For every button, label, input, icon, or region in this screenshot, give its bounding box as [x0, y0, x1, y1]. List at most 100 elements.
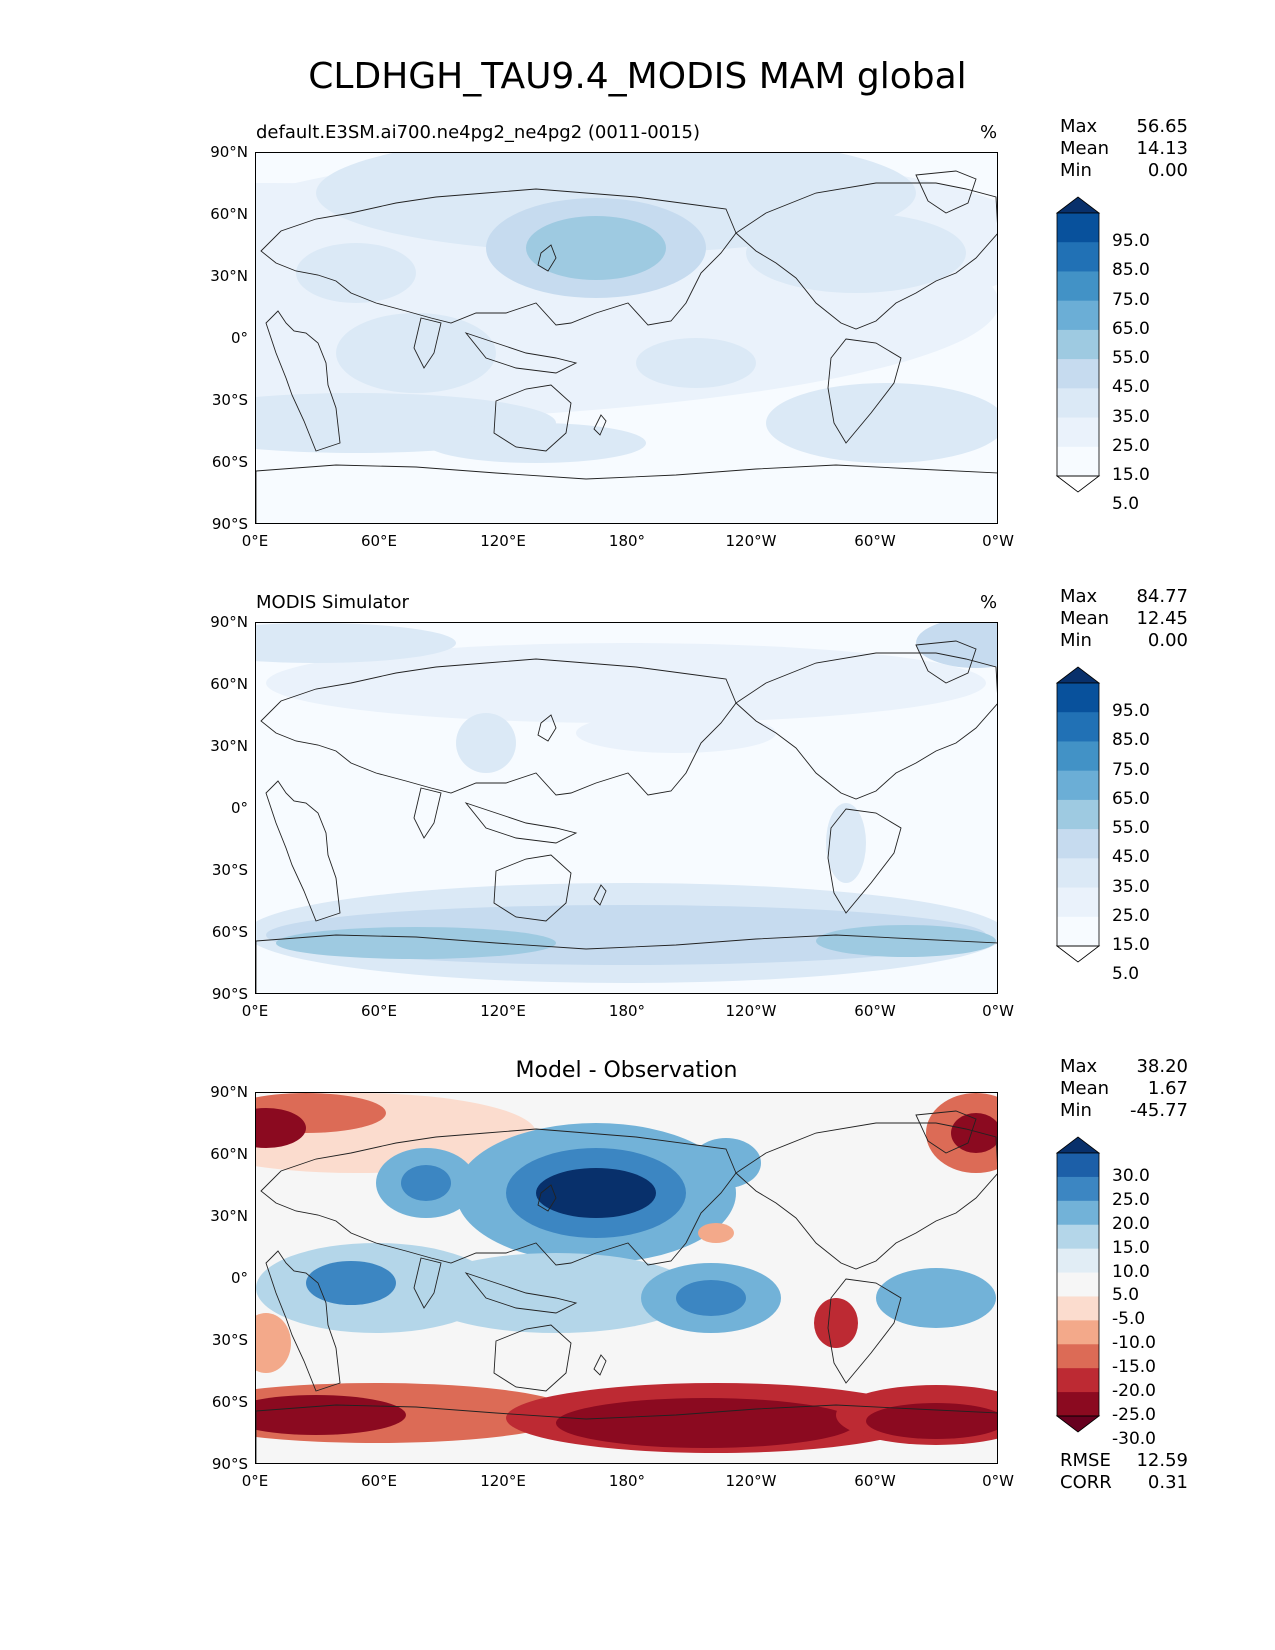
coastline: [593, 414, 607, 436]
colorbar-segment: [1057, 300, 1099, 331]
stat-value: 0.31: [1147, 1472, 1188, 1493]
panel-units-label: %: [980, 592, 998, 613]
stat-row: Mean 12.45: [1060, 608, 1188, 630]
colorbar-tick-label: 10.0: [1112, 1261, 1150, 1282]
coastline: [413, 787, 442, 839]
colorbar-tick-label: 5.0: [1112, 964, 1140, 985]
contour-region: [698, 1223, 734, 1243]
contour-region: [401, 1165, 451, 1201]
colorbar-extend-max: [1055, 666, 1101, 684]
contour-region: [951, 1113, 997, 1153]
lat-tick-label: 60°S: [211, 1393, 248, 1411]
contour-map-svg: [256, 1093, 997, 1463]
colorbar-tick-label: 75.0: [1112, 289, 1150, 310]
contour-region: [636, 338, 756, 388]
colorbar-tick-label: 95.0: [1112, 701, 1150, 722]
contour-map-svg: [256, 153, 997, 523]
colorbar-frame: [1056, 1152, 1100, 1417]
colorbar: [1055, 1136, 1101, 1433]
stat-value: -45.77: [1129, 1100, 1188, 1121]
panel-statistics: Max 84.77 Mean 12.45 Min 0.00: [1060, 586, 1188, 652]
lat-tick-label: 90°N: [210, 143, 248, 161]
colorbar-tick-label: 95.0: [1112, 231, 1150, 252]
contour-region: [766, 383, 997, 463]
coastline: [464, 1272, 578, 1314]
panel-statistics: Max 38.20 Mean 1.67 Min -45.77: [1060, 1056, 1188, 1122]
colorbar-tick-label: 65.0: [1112, 318, 1150, 339]
colorbar-segment: [1057, 1344, 1099, 1369]
contour-region: [676, 1280, 746, 1316]
coastline: [260, 188, 737, 326]
stat-label: Max: [1060, 586, 1098, 607]
panel-difference-map: Model - Observation 90°N 60°N 30°N 0° 30°S 60°…: [0, 940, 1275, 1493]
coastline: [915, 170, 977, 214]
coastline: [265, 310, 341, 452]
contour-region: [256, 1395, 406, 1435]
coastline: [493, 1324, 572, 1392]
lat-tick-label: 30°S: [211, 391, 248, 409]
contour-region: [746, 213, 966, 293]
stat-row: CORR 0.31: [1060, 1472, 1188, 1494]
contour-map-svg: [256, 623, 997, 993]
contour-region: [426, 423, 646, 463]
stat-value: 38.20: [1136, 1056, 1188, 1077]
lat-tick-label: 90°N: [210, 613, 248, 631]
colorbar-tick-label: 45.0: [1112, 377, 1150, 398]
colorbar-tick-label: 15.0: [1112, 1237, 1150, 1258]
stat-value: 0.00: [1147, 630, 1188, 651]
coastline: [260, 1128, 737, 1266]
panel-subtitle-left: default.E3SM.ai700.ne4pg2_ne4pg2 (0011-0…: [256, 122, 701, 143]
colorbar-segment: [1057, 329, 1099, 360]
stat-label: Mean: [1060, 138, 1110, 159]
colorbar-tick-label: 15.0: [1112, 935, 1150, 955]
contour-region: [576, 713, 776, 753]
colorbar-tick-label: 30.0: [1112, 1165, 1150, 1186]
panel-subtitle-left: MODIS Simulator: [256, 592, 409, 613]
coastline: [265, 1250, 341, 1392]
stat-label: Min: [1060, 1100, 1092, 1121]
lat-tick-label: 60°N: [210, 205, 248, 223]
colorbar-segment: [1057, 417, 1099, 448]
error-statistics: RMSE 12.59 CORR 0.31: [1060, 1450, 1188, 1494]
stat-row: Mean 1.67: [1060, 1078, 1188, 1100]
colorbar-tick-label: 55.0: [1112, 348, 1150, 369]
colorbar-frame: [1056, 682, 1100, 947]
lat-tick-label: 90°S: [211, 985, 248, 1003]
colorbar-tick-label: 15.0: [1112, 465, 1150, 485]
coastline: [464, 332, 578, 374]
lat-tick-label: 90°S: [211, 1455, 248, 1473]
colorbar-segment: [1057, 1296, 1099, 1321]
panel-units-label: %: [980, 122, 998, 143]
colorbar-extend-min: [1055, 1415, 1101, 1433]
coastline: [827, 338, 902, 444]
lon-tick-label: 180°: [608, 532, 646, 550]
colorbar-tick-label: 55.0: [1112, 818, 1150, 839]
contour-region: [256, 1108, 306, 1148]
lat-tick-label: 0°: [230, 1269, 248, 1287]
coastline: [493, 854, 572, 922]
contour-region: [814, 1298, 858, 1348]
colorbar-extend-max: [1055, 196, 1101, 214]
stat-label: Mean: [1060, 608, 1110, 629]
coastline: [827, 1278, 902, 1384]
stat-row: Min 0.00: [1060, 630, 1188, 652]
colorbar-segment: [1057, 829, 1099, 859]
contour-region: [526, 216, 666, 280]
lon-tick-label: 180°: [608, 1472, 646, 1490]
coastline: [260, 658, 737, 796]
figure-title: CLDHGH_TAU9.4_MODIS MAM global: [308, 56, 967, 97]
colorbar-segment: [1057, 1176, 1099, 1202]
stat-row: RMSE 12.59: [1060, 1450, 1188, 1472]
colorbar-tick-label: 85.0: [1112, 260, 1150, 281]
coastline: [537, 1184, 557, 1212]
lat-tick-label: 30°S: [211, 1331, 248, 1349]
contour-region: [416, 1253, 696, 1333]
coastline: [537, 714, 557, 742]
contour-region: [916, 623, 997, 668]
coastline: [256, 1404, 997, 1463]
contour-region: [266, 643, 986, 723]
colorbar-tick-label: -30.0: [1112, 1428, 1156, 1449]
stat-row: Mean 14.13: [1060, 138, 1188, 160]
coastline: [413, 317, 442, 369]
colorbar-tick-label: -10.0: [1112, 1333, 1156, 1354]
